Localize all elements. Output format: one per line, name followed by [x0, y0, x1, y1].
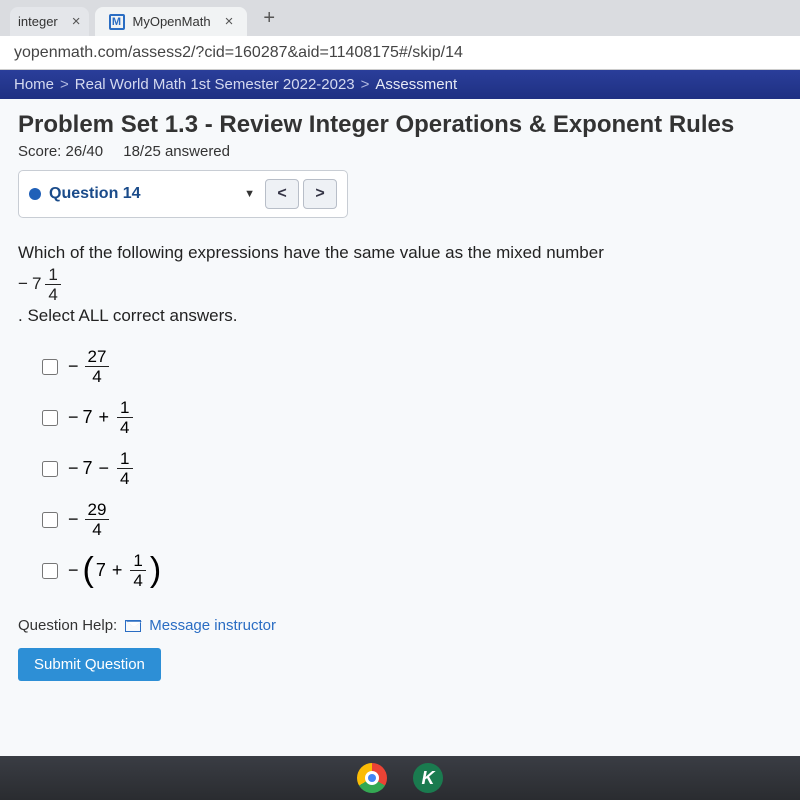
option-a[interactable]: − 27 4 [42, 348, 782, 385]
answered-count: 18/25 answered [123, 143, 230, 160]
address-bar[interactable]: yopenmath.com/assess2/?cid=160287&aid=11… [0, 36, 800, 70]
breadcrumb-sep: > [361, 76, 370, 93]
tab-title: MyOpenMath [133, 14, 211, 29]
prev-question-button[interactable]: < [265, 179, 299, 209]
chevron-down-icon: ▼ [244, 188, 255, 200]
option-b[interactable]: − 7 + 1 4 [42, 399, 782, 436]
question-select[interactable]: Question 14 ▼ [29, 185, 255, 203]
breadcrumb-sep: > [60, 76, 69, 93]
submit-question-button[interactable]: Submit Question [18, 648, 161, 681]
site-icon: M [109, 14, 125, 30]
breadcrumb-current: Assessment [375, 76, 457, 93]
score-line: Score: 26/40 18/25 answered [18, 143, 782, 160]
mixed-fraction: 1 4 [45, 266, 60, 303]
question-nav: Question 14 ▼ < > [18, 170, 348, 218]
option-d-checkbox[interactable] [42, 512, 58, 528]
help-label: Question Help: [18, 617, 117, 634]
mixed-whole: 7 [32, 271, 41, 297]
page-title: Problem Set 1.3 - Review Integer Operati… [18, 111, 782, 139]
status-dot-icon [29, 188, 41, 200]
main-content: Problem Set 1.3 - Review Integer Operati… [0, 99, 800, 779]
breadcrumb-home[interactable]: Home [14, 76, 54, 93]
option-c-checkbox[interactable] [42, 461, 58, 477]
option-e[interactable]: − ( 7 + 1 4 ) [42, 552, 782, 589]
browser-tab-active[interactable]: M MyOpenMath × [95, 7, 248, 36]
breadcrumb: Home > Real World Math 1st Semester 2022… [0, 70, 800, 99]
option-b-checkbox[interactable] [42, 410, 58, 426]
answer-options: − 27 4 − 7 + 1 4 − 7 [18, 348, 782, 589]
close-icon[interactable]: × [225, 13, 234, 30]
next-question-button[interactable]: > [303, 179, 337, 209]
dock: K [0, 756, 800, 800]
breadcrumb-course[interactable]: Real World Math 1st Semester 2022-2023 [75, 76, 355, 93]
mixed-num: 1 [45, 266, 60, 285]
browser-tab-bar: integer × M MyOpenMath × + [0, 0, 800, 36]
question-label: Question 14 [49, 185, 141, 203]
prompt-post: . Select ALL correct answers. [18, 306, 238, 325]
url-text: yopenmath.com/assess2/?cid=160287&aid=11… [14, 44, 463, 62]
prompt-pre: Which of the following expressions have … [18, 243, 604, 262]
option-c[interactable]: − 7 − 1 4 [42, 450, 782, 487]
option-e-checkbox[interactable] [42, 563, 58, 579]
close-icon[interactable]: × [72, 13, 81, 30]
question-help: Question Help: Message instructor [18, 617, 782, 634]
chrome-icon[interactable] [357, 763, 387, 793]
score-value: 26/40 [66, 143, 104, 160]
option-d[interactable]: − 29 4 [42, 501, 782, 538]
nav-buttons: < > [265, 179, 337, 209]
browser-tab-previous[interactable]: integer × [10, 7, 89, 36]
message-instructor-link[interactable]: Message instructor [149, 617, 276, 634]
mixed-sign: − [18, 271, 28, 297]
option-a-checkbox[interactable] [42, 359, 58, 375]
k-app-icon[interactable]: K [413, 763, 443, 793]
new-tab-button[interactable]: + [253, 7, 285, 30]
envelope-icon [125, 620, 141, 632]
score-label: Score: [18, 143, 61, 160]
question-prompt: Which of the following expressions have … [18, 240, 782, 328]
mixed-den: 4 [48, 285, 57, 303]
prev-tab-label: integer [18, 14, 58, 29]
